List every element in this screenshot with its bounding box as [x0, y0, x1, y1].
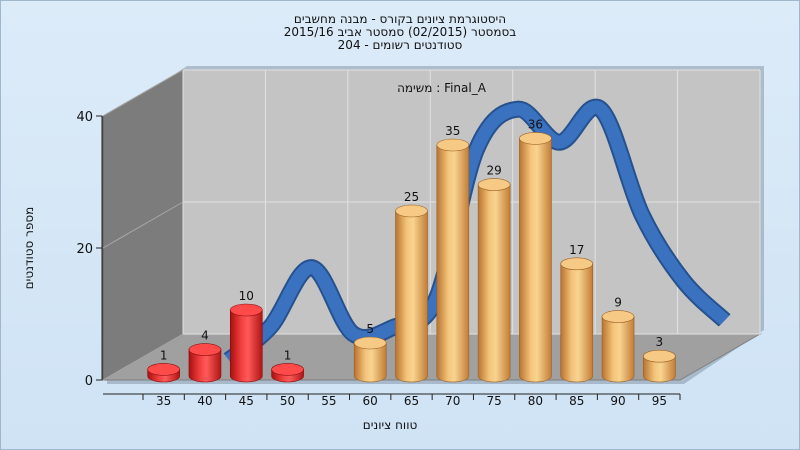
bar-value-label: 10: [239, 289, 254, 303]
x-tick-label: 70: [445, 394, 460, 408]
chart-title-line-1: היסטוגרמת ציונים בקורס - מבנה מחשבים: [293, 12, 507, 26]
bar-body: [601, 316, 635, 383]
bar-top: [643, 349, 676, 363]
x-tick-label: 55: [321, 394, 336, 408]
bar-value-label: 1: [284, 348, 292, 362]
x-tick-label: 80: [528, 394, 543, 408]
bar-value-label: 9: [614, 296, 622, 310]
bar-body: [643, 355, 676, 383]
bar-top: [477, 178, 511, 191]
bar-body: [229, 309, 263, 383]
bar-body: [477, 184, 511, 383]
bar-body: [188, 349, 222, 383]
bar-top: [147, 363, 180, 376]
y-tick-label: 40: [76, 110, 93, 125]
x-tick-label: 95: [652, 394, 667, 408]
bar-65: 25: [395, 190, 428, 383]
distribution-curve: [224, 100, 730, 366]
bar-value-label: 5: [366, 322, 374, 336]
bar-top: [229, 303, 263, 317]
bar-value-label: 17: [569, 243, 584, 257]
left-wall-gridline: [102, 333, 184, 381]
bar-top: [188, 343, 222, 356]
chart-title-line-3: סטודנטים רשומים - 204: [337, 38, 463, 52]
bar-85: 17: [560, 243, 594, 383]
x-tick-label: 90: [610, 394, 625, 408]
bar-top: [353, 336, 387, 350]
x-tick-label: 35: [156, 394, 171, 408]
bar-top: [601, 310, 635, 323]
x-tick-label: 40: [197, 394, 212, 408]
bar-35: 1: [147, 348, 180, 383]
x-tick-label: 75: [486, 394, 501, 408]
bar-45: 10: [229, 289, 263, 383]
y-tick-label: 20: [76, 242, 93, 257]
bar-40: 4: [188, 329, 222, 383]
bar-top: [395, 204, 428, 218]
chart-subtitle: משימה : Final_A: [397, 81, 487, 95]
bar-value-label: 29: [486, 164, 501, 178]
left-wall-gridline: [102, 69, 184, 117]
bar-80: 36: [519, 117, 552, 383]
bar-top: [271, 363, 304, 376]
x-tick-label: 50: [280, 394, 295, 408]
y-tick-label: 0: [85, 374, 93, 389]
bar-body: [395, 210, 428, 383]
bar-value-label: 25: [404, 190, 419, 204]
bar-body: [560, 263, 594, 383]
x-axis-label: טווח ציונים: [362, 418, 418, 432]
chart-title-line-2: בסמסטר (02/2015) סמסטר אביב 2015/16: [283, 25, 517, 39]
left-wall-gridline: [102, 201, 184, 249]
y-axis-label: מספר סטודנטים: [22, 206, 36, 290]
x-tick-label: 65: [404, 394, 419, 408]
bar-body: [353, 342, 387, 383]
bar-value-label: 1: [160, 348, 168, 362]
bar-top: [560, 257, 594, 271]
bar-value-label: 36: [528, 117, 543, 131]
x-tick-label: 45: [239, 394, 254, 408]
bar-top: [519, 132, 552, 145]
bar-body: [436, 144, 470, 383]
bar-50: 1: [271, 348, 304, 383]
x-tick-label: 60: [363, 394, 378, 408]
x-tick-label: 85: [569, 394, 584, 408]
bar-95: 3: [643, 335, 676, 383]
bar-value-label: 35: [445, 124, 460, 138]
bar-body: [519, 138, 552, 383]
bar-top: [436, 138, 470, 152]
bar-90: 9: [601, 296, 635, 383]
bar-75: 29: [477, 164, 511, 383]
bar-70: 35: [436, 124, 470, 383]
bar-60: 5: [353, 322, 387, 383]
bar-value-label: 4: [201, 329, 209, 343]
bar-value-label: 3: [656, 335, 664, 349]
